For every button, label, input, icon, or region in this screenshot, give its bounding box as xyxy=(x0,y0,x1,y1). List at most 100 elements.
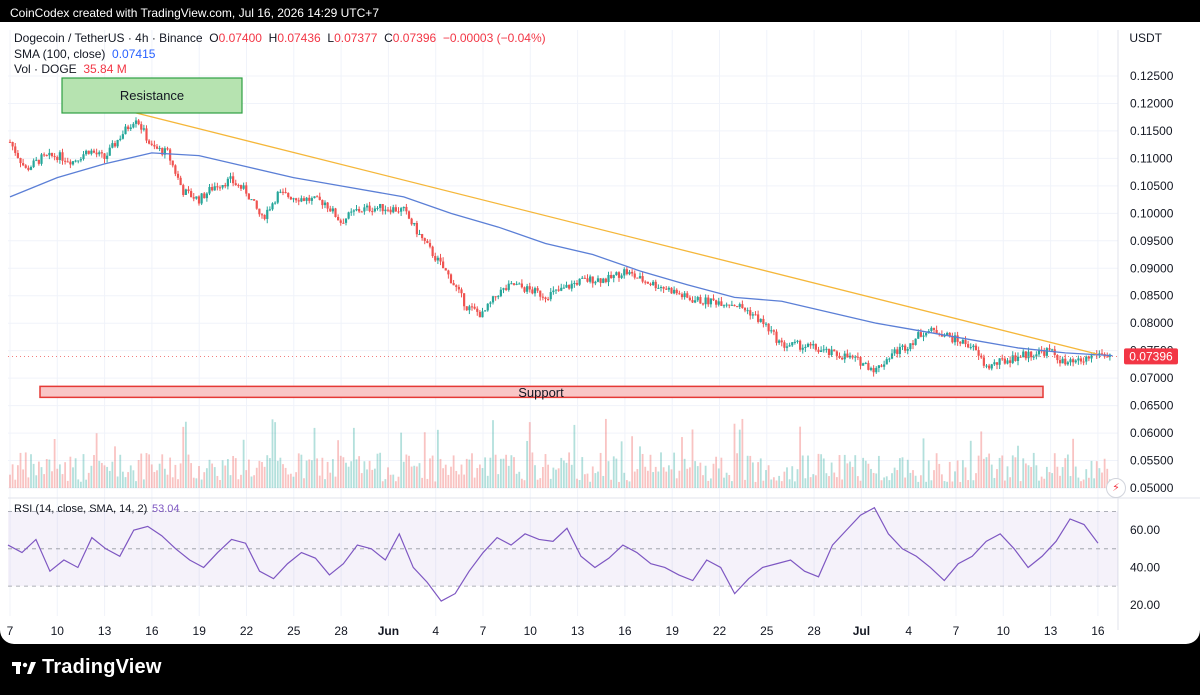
candle-body xyxy=(746,310,749,312)
volume-bar xyxy=(156,470,158,488)
candle-body xyxy=(1024,351,1027,359)
chart-panel: CoinCodex created with TradingView.com, … xyxy=(0,0,1200,644)
sma-value: 0.07415 xyxy=(112,46,156,61)
candle-body xyxy=(473,306,476,309)
candle-body xyxy=(266,209,269,219)
candle-body xyxy=(704,297,707,305)
volume-bar xyxy=(1030,466,1033,488)
price-tick-label: 0.11500 xyxy=(1130,124,1173,138)
volume-bar xyxy=(158,463,161,488)
chart-svg[interactable]: 0.12500 0.12000 0.11500 0.11000 0.10500 0.100… xyxy=(0,0,1200,644)
support-label: Support xyxy=(518,385,564,400)
candle-body xyxy=(344,218,348,223)
volume-bar xyxy=(933,470,935,488)
price-tick-label: 0.10500 xyxy=(1130,179,1174,193)
candle-body xyxy=(397,211,400,213)
volume-bar xyxy=(308,459,311,488)
candle-body xyxy=(557,289,560,291)
candle-body xyxy=(108,147,111,156)
volume-bar xyxy=(914,475,917,488)
volume-bar xyxy=(282,464,284,488)
volume-bar xyxy=(85,479,88,488)
candle-body xyxy=(187,189,190,192)
candle-body xyxy=(814,344,817,350)
candle-body xyxy=(528,286,531,290)
volume-bar xyxy=(904,477,907,488)
candle-body xyxy=(337,216,340,221)
candle-body xyxy=(1056,354,1059,361)
candle-body xyxy=(940,334,943,337)
candle-body xyxy=(1030,351,1033,358)
candle-body xyxy=(1066,362,1069,365)
candle-body xyxy=(898,346,901,354)
brand-name: TradingView xyxy=(42,656,162,678)
volume-bar xyxy=(263,466,266,488)
candle-body xyxy=(995,362,999,365)
volume-bar xyxy=(946,481,949,488)
volume-bar xyxy=(418,463,421,488)
candle-body xyxy=(11,142,14,147)
time-tick-label: 10 xyxy=(51,624,65,638)
candle-body xyxy=(631,271,634,274)
volume-bar xyxy=(266,455,269,488)
top-caption-bar xyxy=(0,0,1200,22)
candle-body xyxy=(287,192,290,198)
candle-body xyxy=(602,278,605,283)
volume-bar xyxy=(730,481,733,488)
volume-bar xyxy=(728,475,731,488)
volume-bar xyxy=(555,469,557,488)
volume-bar xyxy=(66,480,69,488)
volume-bar xyxy=(237,479,240,488)
volume-bar xyxy=(901,457,904,488)
volume-bar xyxy=(476,468,479,488)
resistance-box: Resistance xyxy=(61,77,243,114)
volume-value: 35.84 M xyxy=(83,62,127,76)
candle-body xyxy=(778,340,781,343)
candle-body xyxy=(150,143,153,145)
candle-body xyxy=(977,350,980,356)
candle-body xyxy=(452,283,455,286)
candle-body xyxy=(253,199,256,201)
candle-body xyxy=(431,246,434,256)
candle-body xyxy=(111,143,114,148)
candle-body xyxy=(562,287,565,289)
volume-bar xyxy=(198,466,200,488)
candle-body xyxy=(434,255,437,261)
volume-bar xyxy=(387,467,389,488)
volume-bar xyxy=(736,453,739,488)
candle-body xyxy=(1009,360,1012,363)
candle-body xyxy=(780,340,783,343)
volume-bar xyxy=(686,468,689,488)
volume-bar xyxy=(1006,466,1009,488)
volume-bar xyxy=(917,481,920,488)
change-value: −0.00003 (−0.04%) xyxy=(442,31,546,45)
candle-body xyxy=(442,261,445,269)
volume-bar xyxy=(355,459,358,488)
volume-bar xyxy=(688,467,691,488)
volume-bar xyxy=(854,455,857,488)
volume-bar xyxy=(943,481,946,488)
candle-body xyxy=(520,283,523,288)
volume-bar xyxy=(880,480,883,488)
candle-body xyxy=(570,283,573,289)
volume-bar xyxy=(515,473,518,488)
candle-body xyxy=(817,349,820,353)
volume-bar xyxy=(261,462,263,488)
volume-bar xyxy=(316,458,319,488)
candle-body xyxy=(526,286,529,292)
candle-body xyxy=(830,349,833,356)
volume-bar xyxy=(589,481,592,488)
volume-bar xyxy=(150,464,153,488)
candle-body xyxy=(334,208,337,217)
volume-bar xyxy=(14,479,17,488)
candle-body xyxy=(121,134,124,139)
price-tick-label: 0.12000 xyxy=(1130,96,1174,110)
volume-bar xyxy=(557,468,560,488)
volume-bar xyxy=(1101,472,1103,488)
lightning-icon[interactable]: ⚡ xyxy=(1106,478,1126,498)
candle-body xyxy=(326,202,329,209)
volume-bar xyxy=(276,460,279,488)
volume-bar xyxy=(400,432,403,488)
candle-body xyxy=(310,198,313,201)
volume-bar xyxy=(1053,453,1056,488)
